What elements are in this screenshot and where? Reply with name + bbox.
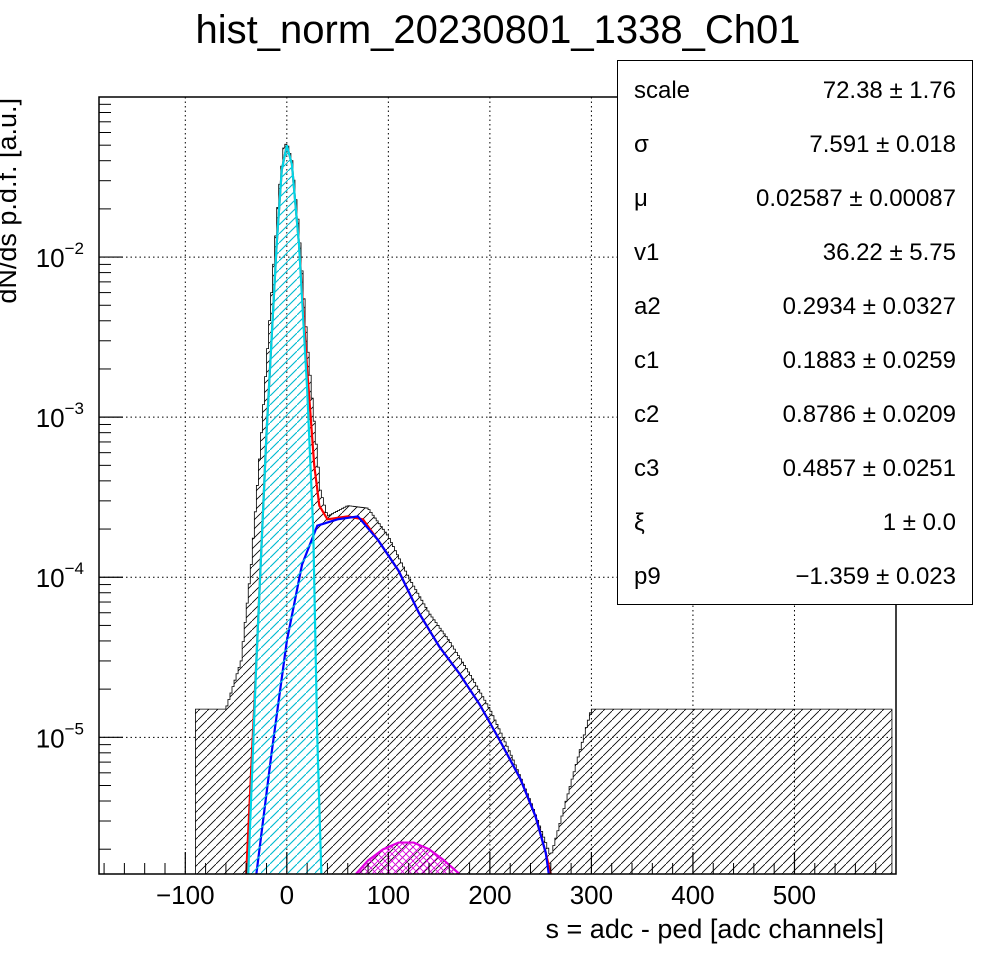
stat-name: c3 [634,455,660,482]
x-tick-label: 500 [773,880,816,910]
y-tick-label: 10−2 [36,239,84,273]
stat-row: ξ 1 ± 0.0 [618,493,972,547]
x-tick-label: 300 [570,880,613,910]
stat-name: c1 [634,347,660,374]
fit-second-curve [355,841,461,875]
histogram [195,143,893,875]
stat-value: 0.4857 ± 0.0251 [782,455,956,482]
x-tick-label: 100 [367,880,410,910]
stat-name: μ [634,185,648,212]
chart-title: hist_norm_20230801_1338_Ch01 [195,8,801,52]
fit-parameter-box: scale 72.38 ± 1.76 σ 7.591 ± 0.018 μ 0.02587 … [617,60,973,605]
stat-value: 0.1883 ± 0.0259 [782,347,956,374]
stat-row: v1 36.22 ± 5.75 [618,223,972,277]
stat-row: p9 −1.359 ± 0.023 [618,547,972,601]
stat-row: c1 0.1883 ± 0.0259 [618,331,972,385]
stat-value: 0.2934 ± 0.0327 [782,293,956,320]
stat-name: a2 [634,293,661,320]
stat-name: v1 [634,239,660,266]
stat-row: c3 0.4857 ± 0.0251 [618,439,972,493]
stat-value: 0.8786 ± 0.0209 [782,401,956,428]
stat-name: scale [634,77,691,104]
fit-pedestal-curve [247,144,323,875]
stat-row: σ 7.591 ± 0.018 [618,115,972,169]
stat-row: scale 72.38 ± 1.76 [618,61,972,115]
stat-name: σ [634,131,649,158]
x-tick-label: −100 [156,880,215,910]
y-tick-label: 10−3 [36,399,84,433]
stat-value: 0.02587 ± 0.00087 [755,185,956,212]
stat-row: a2 0.2934 ± 0.0327 [618,277,972,331]
y-tick-label: 10−5 [36,719,84,753]
x-tick-label: 200 [468,880,511,910]
stat-value: 72.38 ± 1.76 [822,77,956,104]
y-axis-title: dN/ds p.d.f. [a.u.] [0,98,22,304]
stat-row: c2 0.8786 ± 0.0209 [618,385,972,439]
x-axis-title: s = adc - ped [adc channels] [546,914,884,944]
axis-ticks: −100 0 100 200 300 400 500 10−5 10−4 10−3 10−2 [36,103,877,910]
x-tick-label: 400 [671,880,714,910]
y-tick-label: 10−4 [36,559,84,593]
stat-value: −1.359 ± 0.023 [795,563,956,590]
stat-row: μ 0.02587 ± 0.00087 [618,169,972,223]
stat-value: 1 ± 0.0 [882,509,956,536]
stat-name: c2 [634,401,660,428]
stat-value: 7.591 ± 0.018 [809,131,956,158]
stat-value: 36.22 ± 5.75 [822,239,956,266]
fit-curves [245,144,552,875]
x-tick-label: 0 [280,880,294,910]
histogram-bars [195,143,893,875]
stat-name: p9 [634,563,661,590]
stat-name: ξ [634,509,645,536]
